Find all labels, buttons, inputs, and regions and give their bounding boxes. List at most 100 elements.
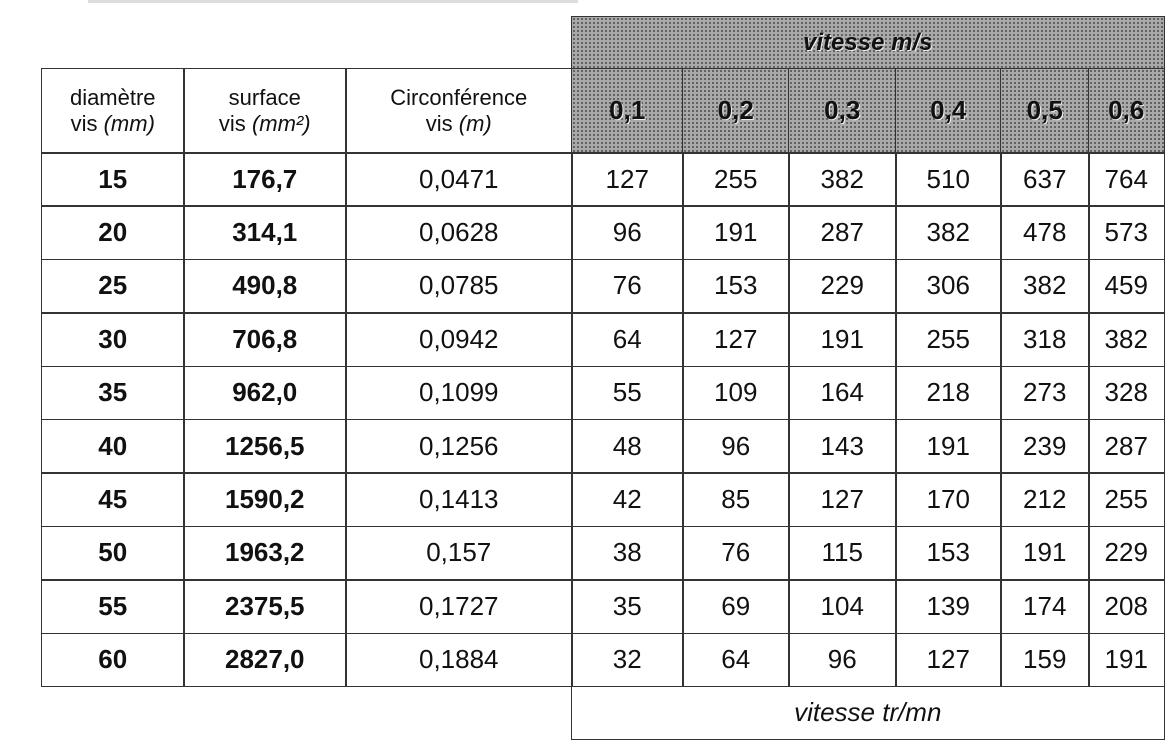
- column-header: diamètre vis (mm): [41, 68, 185, 154]
- table-cell: 239: [1000, 419, 1090, 474]
- cell-text: 115: [821, 537, 863, 568]
- cell-text: 104: [820, 590, 864, 621]
- cell-text: 127: [714, 323, 758, 354]
- table-cell: 1963,2: [183, 525, 347, 581]
- table-cell: 191: [895, 419, 1002, 474]
- cell-text: 287: [1104, 430, 1148, 461]
- cell-text: 764: [1104, 163, 1148, 194]
- table-cell: 273: [1000, 365, 1090, 421]
- cell-text: 1963,2: [224, 537, 305, 568]
- cell-text: 490,8: [232, 270, 298, 301]
- speed-value: 0,5: [1026, 94, 1063, 125]
- header-line: surface: [228, 85, 301, 111]
- cell-text: 139: [926, 590, 970, 621]
- cell-text: 962,0: [232, 377, 298, 408]
- cell-text: 306: [926, 270, 970, 301]
- cell-text: 159: [1023, 644, 1067, 675]
- cell-text: 164: [820, 377, 864, 408]
- table-cell: 0,1413: [345, 472, 573, 528]
- cell-text: 174: [1023, 590, 1067, 621]
- table-cell: 2375,5: [183, 579, 347, 635]
- table-cell: 25: [41, 258, 185, 314]
- cell-text: 255: [1104, 483, 1148, 514]
- table-cell: 318: [1000, 312, 1090, 368]
- table-cell: 0,0471: [345, 152, 573, 207]
- table-cell: 191: [1088, 632, 1165, 688]
- cell-text: 1590,2: [224, 483, 305, 514]
- table-cell: 287: [1088, 419, 1165, 474]
- header-word: vis: [70, 110, 98, 136]
- table-cell: 40: [41, 419, 185, 474]
- speed-value: 0,3: [824, 94, 861, 125]
- cell-text: 30: [98, 323, 128, 354]
- cell-text: 255: [714, 163, 758, 194]
- table-cell: 706,8: [183, 312, 347, 368]
- cell-text: 32: [612, 644, 642, 675]
- speed-header: 0,2: [682, 68, 790, 154]
- cell-text: 76: [612, 270, 642, 301]
- cell-text: 96: [721, 430, 751, 461]
- table-cell: 191: [1000, 525, 1090, 581]
- cell-text: 212: [1023, 483, 1067, 514]
- cell-text: 478: [1023, 216, 1067, 247]
- cell-text: 96: [612, 216, 642, 247]
- table-cell: 69: [682, 579, 790, 635]
- cell-text: 0,0628: [418, 216, 499, 247]
- cell-text: 76: [721, 537, 751, 568]
- table-cell: 490,8: [183, 258, 347, 314]
- speed-header: 0,1: [571, 68, 684, 154]
- cell-text: 0,0942: [418, 323, 499, 354]
- table-cell: 30: [41, 312, 185, 368]
- cell-text: 208: [1104, 590, 1148, 621]
- table-cell: 170: [895, 472, 1002, 528]
- table-cell: 76: [571, 258, 684, 314]
- table-cell: 174: [1000, 579, 1090, 635]
- cell-text: 382: [1104, 323, 1148, 354]
- table-cell: 64: [571, 312, 684, 368]
- cell-text: 573: [1104, 216, 1148, 247]
- cell-text: 55: [98, 590, 128, 621]
- cell-text: 2375,5: [224, 590, 305, 621]
- cell-text: 0,1727: [418, 590, 499, 621]
- table-cell: 962,0: [183, 365, 347, 421]
- cell-text: 510: [926, 163, 970, 194]
- cell-text: 191: [1104, 644, 1148, 675]
- cell-text: 229: [820, 270, 864, 301]
- cell-text: 255: [926, 323, 970, 354]
- table-cell: 0,0628: [345, 205, 573, 261]
- table-cell: 127: [682, 312, 790, 368]
- cell-text: 0,157: [426, 537, 492, 568]
- cell-text: 0,0785: [418, 270, 499, 301]
- speed-value: 0,6: [1108, 94, 1145, 125]
- table-cell: 573: [1088, 205, 1165, 261]
- table-cell: 212: [1000, 472, 1090, 528]
- table-cell: 164: [788, 365, 897, 421]
- header-unit: (mm): [103, 110, 155, 136]
- cell-text: 96: [827, 644, 857, 675]
- table-cell: 139: [895, 579, 1002, 635]
- table-cell: 287: [788, 205, 897, 261]
- speed-value: 0,4: [930, 94, 967, 125]
- speed-header: 0,5: [1000, 68, 1090, 154]
- speed-header: 0,4: [895, 68, 1002, 154]
- footer-cell: vitesse tr/mn: [571, 686, 1165, 740]
- table-cell: 127: [571, 152, 684, 207]
- cell-text: 64: [721, 644, 751, 675]
- table-cell: 229: [1088, 525, 1165, 581]
- table-cell: 255: [1088, 472, 1165, 528]
- header-line: vis (mm²): [219, 111, 311, 136]
- table-cell: 1590,2: [183, 472, 347, 528]
- table-cell: 218: [895, 365, 1002, 421]
- cell-text: 55: [612, 377, 642, 408]
- cell-text: 153: [714, 270, 758, 301]
- table-cell: 45: [41, 472, 185, 528]
- table-cell: 48: [571, 419, 684, 474]
- cell-text: 35: [612, 590, 642, 621]
- table-cell: 2827,0: [183, 632, 347, 688]
- table-cell: 127: [895, 632, 1002, 688]
- cell-text: 0,1256: [418, 430, 499, 461]
- cell-text: 153: [926, 537, 970, 568]
- cell-text: 143: [820, 430, 864, 461]
- cell-text: 1256,5: [224, 430, 305, 461]
